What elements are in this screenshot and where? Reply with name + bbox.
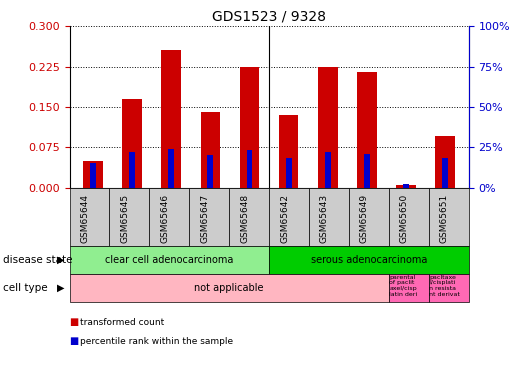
Bar [168, 149, 174, 188]
Text: GSM65644: GSM65644 [80, 194, 90, 243]
Text: parental
of paclit
axel/cisp
latin deri: parental of paclit axel/cisp latin deri [389, 274, 418, 297]
Text: ■: ■ [70, 336, 79, 346]
Bar [435, 136, 455, 188]
Text: not applicable: not applicable [195, 283, 264, 293]
Bar [318, 67, 337, 188]
Text: GSM65649: GSM65649 [360, 194, 369, 243]
Text: percentile rank within the sample: percentile rank within the sample [80, 337, 233, 346]
Bar [240, 67, 260, 188]
Bar [396, 185, 416, 188]
Bar [129, 152, 135, 188]
Bar [364, 154, 370, 188]
Bar [201, 112, 220, 188]
Text: GSM65651: GSM65651 [440, 194, 449, 243]
Text: GSM65645: GSM65645 [121, 194, 129, 243]
Text: GSM65642: GSM65642 [280, 194, 289, 243]
Text: cell type: cell type [3, 283, 47, 293]
Text: GSM65643: GSM65643 [320, 194, 329, 243]
Bar [123, 99, 142, 188]
Text: clear cell adenocarcinoma: clear cell adenocarcinoma [105, 255, 233, 265]
Text: GSM65650: GSM65650 [400, 194, 409, 243]
Bar [357, 72, 376, 188]
Bar [90, 164, 96, 188]
Bar [279, 115, 298, 188]
Text: serous adenocarcinoma: serous adenocarcinoma [311, 255, 427, 265]
Bar [325, 152, 331, 188]
Bar [162, 51, 181, 188]
Text: ▶: ▶ [57, 255, 64, 265]
Bar [83, 160, 103, 188]
Title: GDS1523 / 9328: GDS1523 / 9328 [212, 10, 326, 24]
Text: transformed count: transformed count [80, 318, 164, 327]
Bar [247, 150, 252, 188]
Text: ■: ■ [70, 318, 79, 327]
Text: GSM65646: GSM65646 [160, 194, 169, 243]
Bar [208, 155, 213, 188]
Bar [442, 159, 448, 188]
Text: ▶: ▶ [57, 283, 64, 293]
Text: GSM65648: GSM65648 [240, 194, 249, 243]
Bar [403, 184, 409, 188]
Bar [286, 159, 291, 188]
Text: pacltaxe
l/cisplati
n resista
nt derivat: pacltaxe l/cisplati n resista nt derivat [429, 274, 460, 297]
Text: GSM65647: GSM65647 [200, 194, 209, 243]
Text: disease state: disease state [3, 255, 72, 265]
